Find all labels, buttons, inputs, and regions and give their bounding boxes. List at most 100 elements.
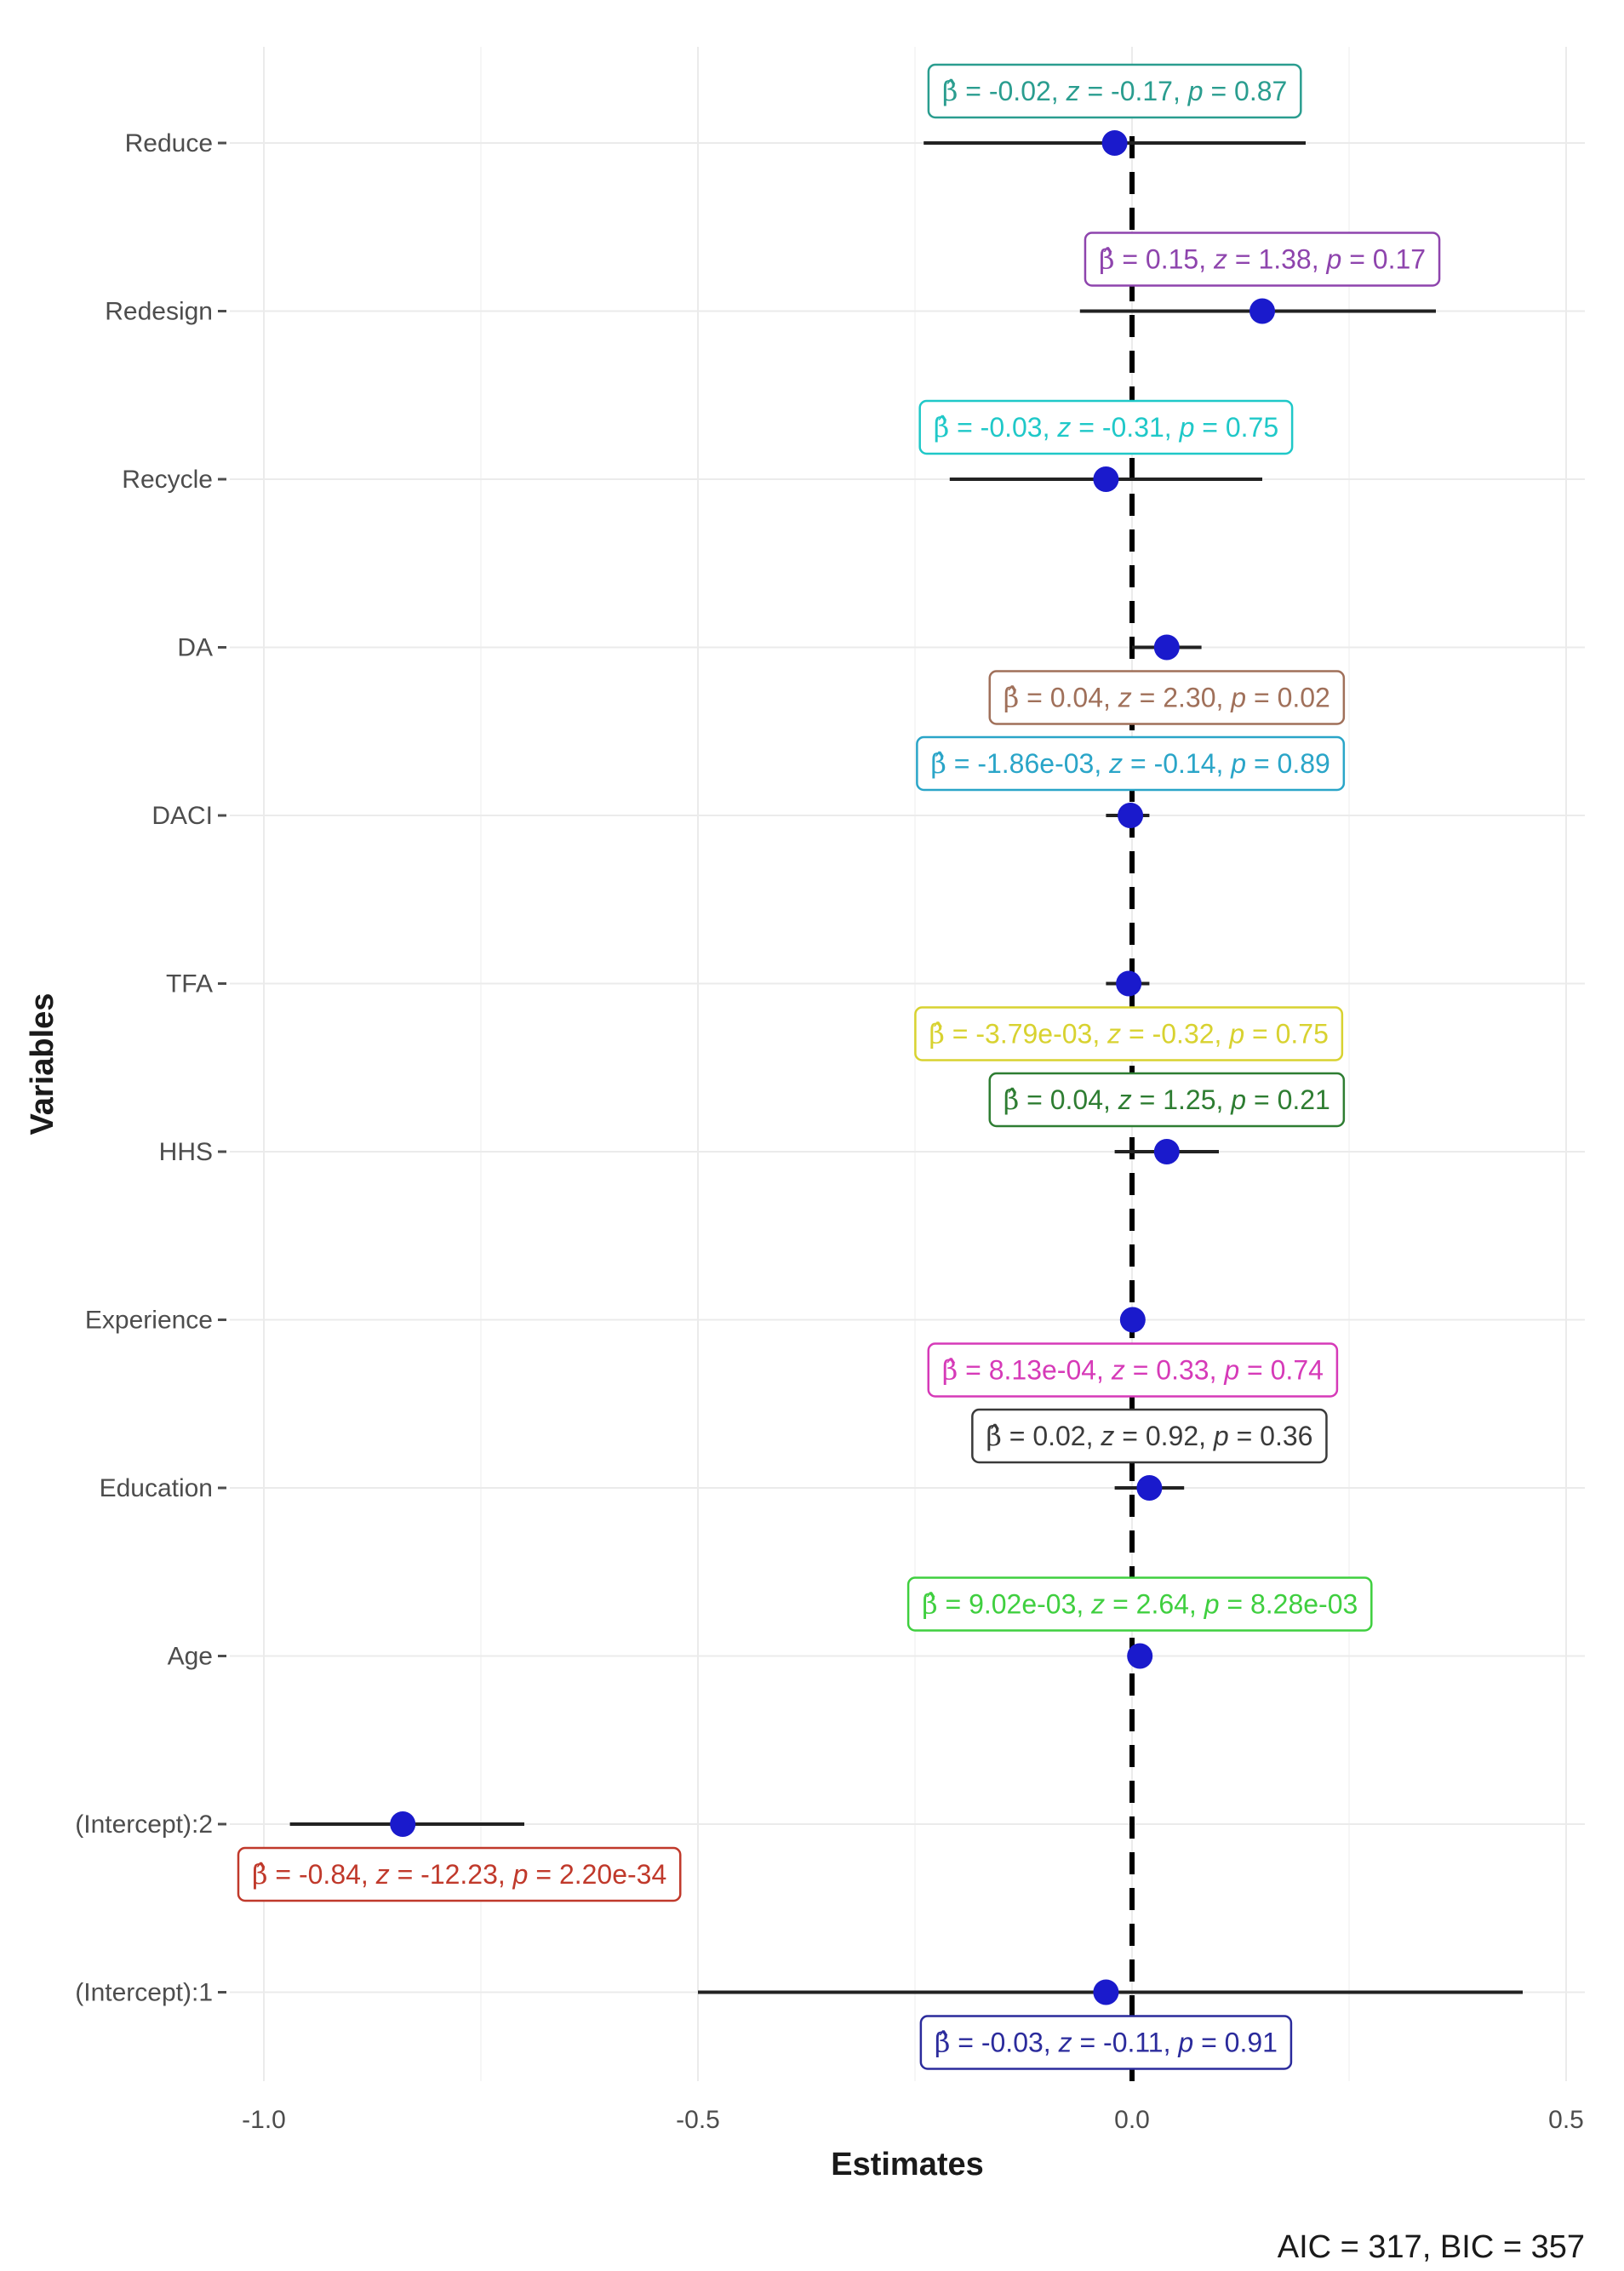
beta-value: = -1.86e-03,	[946, 748, 1109, 779]
estimate-label: β̂ = 0.02, z = 0.92, p = 0.36	[971, 1408, 1328, 1464]
model-fit-caption: AIC = 317, BIC = 357	[1278, 2229, 1585, 2265]
z-value: = 2.64,	[1105, 1589, 1204, 1620]
estimate-point	[1153, 1139, 1180, 1164]
x-tick-label: 0.5	[1548, 2106, 1584, 2134]
estimate-label-text: β̂ = 0.02, z = 0.92, p = 0.36	[986, 1420, 1312, 1452]
x-tick-label: -1.0	[242, 2106, 286, 2134]
z-value: = -0.14,	[1123, 748, 1231, 779]
z-symbol: z	[1118, 1084, 1132, 1115]
estimate-label: β̂ = -0.84, z = -12.23, p = 2.20e-34	[237, 1846, 682, 1902]
estimate-label-text: β̂ = 9.02e-03, z = 2.64, p = 8.28e-03	[922, 1588, 1358, 1621]
beta-symbol: β̂	[922, 1588, 938, 1621]
estimate-label-box	[919, 2015, 1293, 2070]
estimate-label-text: β̂ = 0.04, z = 1.25, p = 0.21	[1004, 1084, 1330, 1116]
z-symbol: z	[1090, 1589, 1105, 1620]
estimate-label: β̂ = -3.79e-03, z = -0.32, p = 0.75	[914, 1006, 1344, 1061]
estimate-label-text: β̂ = 0.04, z = 2.30, p = 0.02	[1004, 682, 1330, 714]
x-tick-label: -0.5	[676, 2106, 720, 2134]
p-value: = 2.20e-34	[528, 1859, 666, 1890]
estimate-label-box	[927, 1342, 1339, 1398]
estimate-label-box	[927, 63, 1302, 119]
p-symbol: p	[1179, 412, 1195, 443]
p-symbol: p	[1326, 244, 1342, 275]
p-symbol: p	[1230, 748, 1246, 779]
z-value: = 1.25,	[1132, 1084, 1232, 1115]
estimate-label: β̂ = -0.02, z = -0.17, p = 0.87	[927, 63, 1302, 119]
z-symbol: z	[1118, 683, 1132, 713]
p-value: = 0.89	[1246, 748, 1330, 779]
z-value: = 0.33,	[1125, 1355, 1225, 1386]
estimate-label-box	[237, 1846, 682, 1902]
y-tick-label: Reduce	[125, 129, 213, 157]
p-value: = 0.91	[1193, 2028, 1278, 2058]
p-value: = 0.75	[1244, 1019, 1329, 1050]
beta-symbol: β̂	[252, 1858, 268, 1891]
estimate-label: β̂ = -0.03, z = -0.31, p = 0.75	[918, 399, 1294, 455]
estimate-label-box	[914, 1006, 1344, 1061]
estimate-label-text: β̂ = -3.79e-03, z = -0.32, p = 0.75	[929, 1018, 1328, 1050]
y-axis-title: Variables	[25, 993, 60, 1136]
axes: -1.0 -0.5 0.0 0.5 Reduce Redesign Recycle DA DAC…	[75, 129, 1584, 2134]
p-value: = 0.87	[1204, 76, 1288, 106]
z-symbol: z	[1100, 1421, 1114, 1451]
z-symbol: z	[1058, 2028, 1072, 2058]
z-value: = 1.38,	[1227, 244, 1327, 275]
beta-value: = -0.84,	[268, 1859, 376, 1890]
x-axis-title: Estimates	[831, 2147, 984, 2182]
beta-value: = 0.02,	[1002, 1421, 1101, 1451]
beta-symbol: β̂	[1099, 243, 1115, 276]
z-value: = -12.23,	[390, 1859, 513, 1890]
z-value: = -0.17,	[1080, 76, 1188, 106]
beta-value: = -0.02,	[958, 76, 1066, 106]
p-value: = 0.02	[1246, 683, 1330, 713]
p-value: = 8.28e-03	[1220, 1589, 1358, 1620]
y-tick-label: HHS	[159, 1138, 213, 1166]
estimate-label-text: β̂ = -0.03, z = -0.11, p = 0.91	[935, 2027, 1278, 2059]
beta-symbol: β̂	[942, 1354, 958, 1387]
z-symbol: z	[1213, 244, 1227, 275]
beta-value: = 8.13e-04,	[958, 1355, 1112, 1386]
estimate-label-box	[1084, 232, 1441, 287]
p-value: = 0.74	[1239, 1355, 1324, 1386]
estimate-point	[1093, 466, 1119, 492]
beta-value: = -3.79e-03,	[945, 1019, 1107, 1050]
estimate-label-box	[906, 1576, 1373, 1632]
z-symbol: z	[1108, 748, 1123, 779]
estimate-label: β̂ = 9.02e-03, z = 2.64, p = 8.28e-03	[906, 1576, 1373, 1632]
estimate-point	[1249, 298, 1275, 324]
estimate-point	[1127, 1643, 1153, 1669]
p-symbol: p	[1187, 76, 1204, 106]
beta-value: = 9.02e-03,	[938, 1589, 1092, 1620]
estimate-label: β̂ = 0.04, z = 1.25, p = 0.21	[988, 1072, 1346, 1128]
z-value: = -0.32,	[1121, 1019, 1229, 1050]
p-symbol: p	[1230, 683, 1246, 713]
p-symbol: p	[1213, 1421, 1229, 1451]
y-tick-label: TFA	[166, 970, 213, 998]
y-tick-label: Education	[100, 1474, 213, 1502]
z-symbol: z	[1066, 76, 1080, 106]
z-symbol: z	[1106, 1019, 1121, 1050]
y-tick-label: Age	[168, 1643, 213, 1671]
beta-symbol: β̂	[1004, 1084, 1020, 1116]
estimate-label-box	[971, 1408, 1328, 1464]
p-value: = 0.36	[1229, 1421, 1313, 1451]
estimate-point	[1153, 634, 1180, 661]
p-value: = 0.17	[1341, 244, 1426, 275]
y-tick-label: Experience	[85, 1307, 213, 1335]
p-symbol: p	[1228, 1019, 1244, 1050]
estimate-point	[1101, 130, 1128, 156]
z-symbol: z	[375, 1859, 390, 1890]
z-symbol: z	[1111, 1355, 1125, 1386]
p-symbol: p	[512, 1859, 529, 1890]
beta-value: = -0.03,	[950, 2028, 1058, 2058]
estimate-point	[1136, 1475, 1163, 1501]
beta-value: = 0.04,	[1019, 683, 1118, 713]
estimate-label: β̂ = 0.04, z = 2.30, p = 0.02	[988, 670, 1346, 725]
estimate-label-text: β̂ = 8.13e-04, z = 0.33, p = 0.74	[942, 1354, 1324, 1387]
p-symbol: p	[1230, 1084, 1246, 1115]
beta-value: = 0.04,	[1019, 1084, 1118, 1115]
beta-value: = -0.03,	[949, 412, 1057, 443]
estimate-label-box	[988, 1072, 1346, 1128]
beta-symbol: β̂	[929, 1018, 945, 1050]
